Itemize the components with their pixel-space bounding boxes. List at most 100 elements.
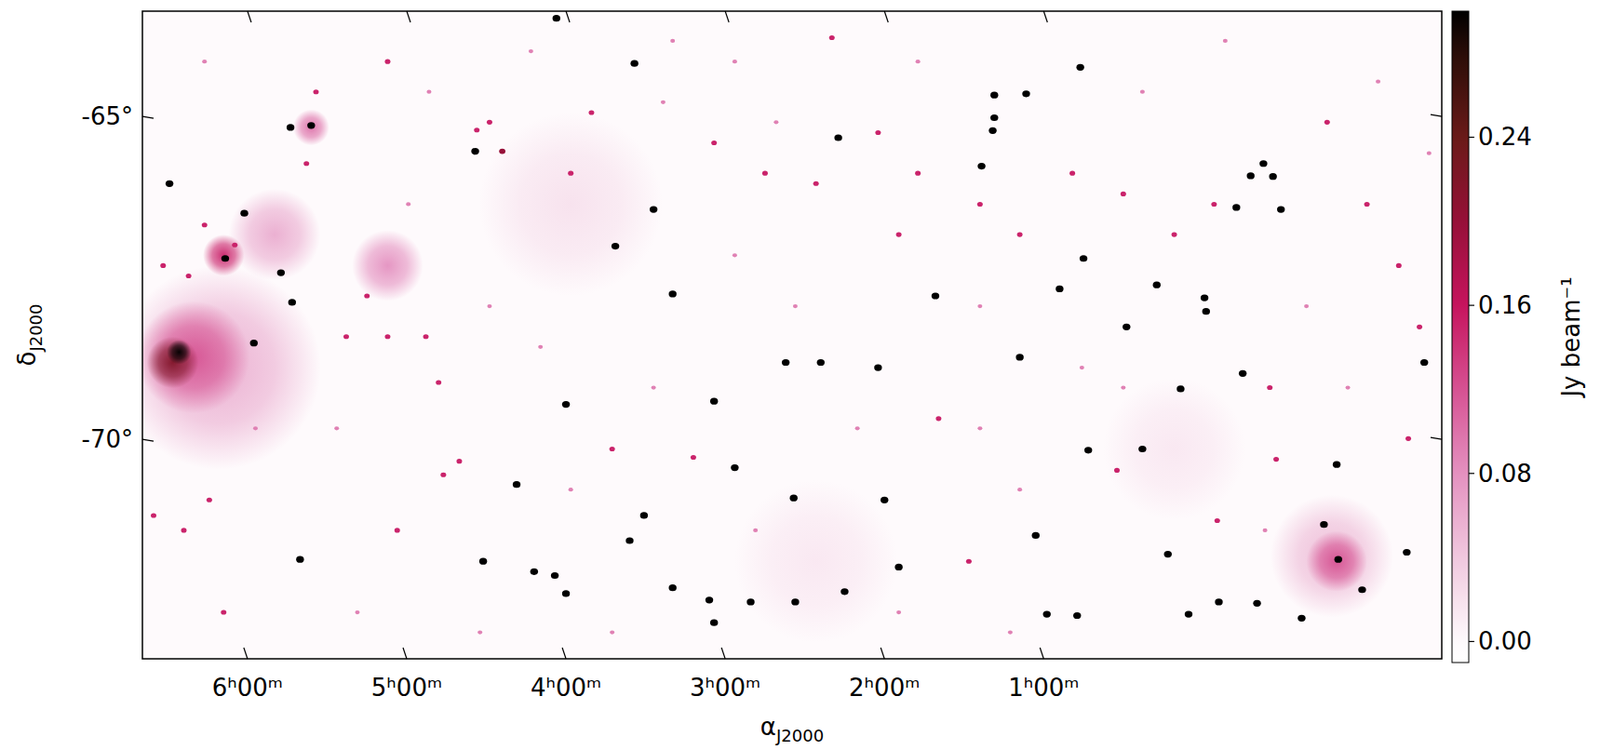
plot-background <box>142 11 1442 659</box>
x-tick <box>725 11 729 23</box>
x-tick <box>721 647 726 659</box>
source <box>896 232 902 238</box>
source <box>762 171 768 176</box>
source <box>1164 551 1172 558</box>
source <box>855 426 861 431</box>
source <box>1402 549 1411 556</box>
source <box>668 584 676 592</box>
y-tick <box>142 439 154 442</box>
extended-emission <box>147 336 200 390</box>
source <box>1252 600 1261 607</box>
source <box>1075 64 1084 71</box>
source <box>1266 385 1273 390</box>
source <box>896 610 901 615</box>
x-tick <box>884 11 888 23</box>
source <box>562 401 570 408</box>
source <box>1079 255 1088 262</box>
y-axis-title-main: δ <box>13 351 41 367</box>
source <box>186 273 192 279</box>
source <box>250 339 258 347</box>
colorbar-tick <box>1468 641 1475 643</box>
source <box>1297 615 1305 622</box>
source <box>791 598 799 606</box>
source <box>295 556 304 564</box>
source <box>1420 359 1428 366</box>
source <box>1021 90 1030 97</box>
source <box>1171 232 1178 238</box>
source <box>150 512 157 518</box>
source <box>562 590 570 597</box>
source <box>790 495 798 502</box>
colorbar-tick <box>1468 305 1475 307</box>
source <box>710 619 718 627</box>
source <box>201 222 208 228</box>
source <box>880 497 888 504</box>
source <box>611 242 619 250</box>
colorbar <box>1452 11 1469 663</box>
colorbar-tick-label: 0.24 <box>1478 122 1533 151</box>
source <box>813 181 820 187</box>
source <box>1396 263 1402 269</box>
source <box>990 92 998 99</box>
extended-emission <box>1270 495 1394 619</box>
source <box>609 630 615 634</box>
source <box>1375 80 1381 84</box>
source <box>1268 173 1277 180</box>
source <box>1247 172 1255 179</box>
source <box>1273 457 1279 462</box>
chart: 6ʰ00ᵐ5ʰ00ᵐ4ʰ00ᵐ3ʰ00ᵐ2ʰ00ᵐ1ʰ00ᵐ-65°-70°αJ… <box>0 0 1600 750</box>
source <box>486 304 492 309</box>
source <box>752 528 758 533</box>
source <box>206 497 213 503</box>
source <box>1017 487 1022 492</box>
source <box>915 59 921 64</box>
source <box>1069 171 1076 176</box>
source <box>668 290 676 297</box>
source <box>288 298 296 306</box>
source <box>384 334 390 339</box>
source <box>1084 446 1092 454</box>
source <box>423 334 430 339</box>
source <box>1114 468 1120 473</box>
source <box>221 255 229 262</box>
x-tick-label: 5ʰ00ᵐ <box>371 673 443 702</box>
source <box>1324 120 1331 125</box>
source <box>312 89 319 95</box>
source <box>354 610 360 615</box>
source <box>1153 282 1161 289</box>
source <box>568 487 574 492</box>
source <box>1122 323 1130 331</box>
source <box>363 293 370 298</box>
colorbar-tick-label: 0.16 <box>1478 291 1533 320</box>
extended-emission <box>166 339 191 364</box>
extended-emission <box>351 229 423 301</box>
source <box>977 162 985 170</box>
source <box>625 537 633 544</box>
source <box>1055 285 1063 293</box>
y-tick <box>142 116 154 119</box>
x-tick <box>565 11 570 23</box>
source <box>873 363 882 371</box>
source <box>567 171 574 176</box>
source <box>1073 612 1081 619</box>
source <box>334 426 339 431</box>
colorbar-label: Jy beam⁻¹ <box>1557 276 1586 399</box>
source <box>477 630 483 634</box>
source <box>1140 90 1145 95</box>
source <box>1043 611 1051 619</box>
source <box>479 558 487 565</box>
source <box>1357 586 1366 593</box>
x-tick-label: 2ʰ00ᵐ <box>848 673 920 702</box>
frame <box>142 11 1442 659</box>
source <box>630 60 638 68</box>
source <box>1200 294 1209 301</box>
source <box>988 127 996 135</box>
source <box>1232 203 1240 211</box>
source <box>551 572 559 579</box>
source <box>670 39 675 43</box>
source <box>303 161 310 166</box>
source <box>394 527 401 533</box>
colorbar-tick-label: 0.00 <box>1478 627 1533 656</box>
source <box>220 609 227 615</box>
extended-emission <box>734 480 898 644</box>
